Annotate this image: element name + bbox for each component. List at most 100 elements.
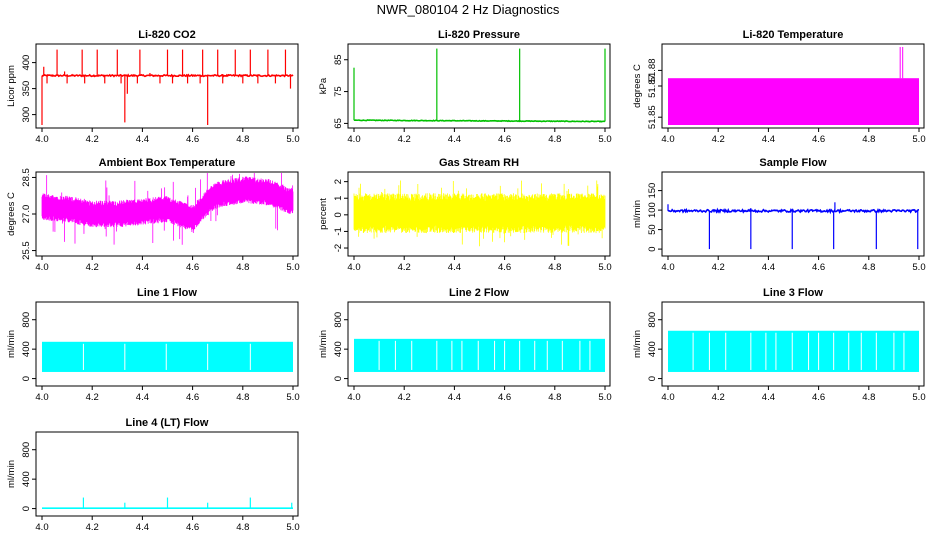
x-tick-label: 4.4 — [136, 262, 149, 273]
x-tick-label: 5.0 — [912, 392, 925, 403]
x-tick-label: 4.2 — [86, 522, 99, 533]
y-axis-label: kPa — [318, 77, 329, 94]
y-tick-label: 0 — [647, 246, 658, 251]
panel-title: Line 1 Flow — [137, 287, 197, 299]
panel-title: Line 3 Flow — [763, 287, 823, 299]
panel-title: Li-820 CO2 — [138, 29, 195, 41]
panel-title: Line 2 Flow — [449, 287, 509, 299]
data-trace — [41, 173, 294, 245]
x-tick-label: 5.0 — [598, 134, 611, 145]
x-tick-label: 4.8 — [862, 262, 875, 273]
y-tick-label: -2 — [333, 244, 344, 252]
data-trace — [353, 119, 606, 123]
y-tick-label: 51.87 — [647, 74, 658, 98]
y-tick-label: 0 — [21, 506, 32, 511]
panel-7: Line 1 Flow ml/min 4.0 4.2 4.4 4.6 4.8 5.0 0 400 8… — [6, 287, 300, 403]
y-tick-label: 800 — [647, 312, 658, 328]
y-axis-label: ml/min — [6, 460, 17, 488]
x-tick-label: 4.8 — [236, 392, 249, 403]
data-fill — [354, 338, 605, 372]
x-tick-label: 4.4 — [136, 392, 149, 403]
x-tick-label: 4.6 — [498, 134, 511, 145]
x-tick-label: 5.0 — [912, 262, 925, 273]
plot-frame — [35, 43, 299, 129]
x-tick-label: 4.4 — [762, 262, 775, 273]
plot-frame — [347, 171, 611, 257]
panel-title: Li-820 Pressure — [438, 29, 520, 41]
x-tick-label: 4.4 — [136, 522, 149, 533]
x-tick-label: 4.8 — [548, 262, 561, 273]
x-tick-label: 4.0 — [35, 262, 48, 273]
y-tick-label: 0 — [333, 212, 344, 217]
x-tick-label: 4.4 — [448, 134, 461, 145]
x-tick-label: 4.0 — [661, 262, 674, 273]
data-trace — [667, 207, 920, 215]
y-tick-label: 400 — [647, 341, 658, 357]
plot-frame — [35, 431, 299, 517]
x-tick-label: 4.2 — [398, 392, 411, 403]
y-tick-label: 1 — [333, 196, 344, 201]
x-tick-label: 4.2 — [398, 134, 411, 145]
y-tick-label: 400 — [21, 55, 32, 71]
panel-title: Ambient Box Temperature — [99, 157, 236, 169]
plot-frame — [347, 43, 611, 129]
y-axis-label: degrees C — [6, 192, 17, 236]
y-tick-label: 25.5 — [21, 241, 32, 260]
panel-title: Line 4 (LT) Flow — [126, 417, 209, 429]
y-tick-label: 65 — [333, 118, 344, 129]
y-tick-label: 2 — [333, 179, 344, 184]
series-data — [668, 330, 919, 372]
x-tick-label: 5.0 — [912, 134, 925, 145]
x-tick-label: 4.8 — [236, 134, 249, 145]
series-data — [42, 341, 293, 372]
y-tick-label: 800 — [21, 312, 32, 328]
x-tick-label: 4.8 — [236, 262, 249, 273]
plot-frame — [661, 171, 925, 257]
x-tick-label: 4.4 — [762, 134, 775, 145]
x-tick-label: 5.0 — [598, 262, 611, 273]
y-axis-label: Licor ppm — [6, 65, 17, 107]
series-data — [354, 338, 605, 372]
plot-frame — [347, 301, 611, 387]
y-axis-label: ml/min — [318, 330, 329, 358]
x-tick-label: 4.0 — [347, 134, 360, 145]
y-tick-label: 0 — [333, 376, 344, 381]
x-tick-label: 4.0 — [35, 522, 48, 533]
series-data — [667, 202, 920, 250]
x-tick-label: 4.2 — [86, 392, 99, 403]
panel-2: Li-820 Pressure kPa 4.0 4.2 4.4 4.6 4.8 5.0 65 75… — [318, 29, 612, 145]
x-tick-label: 4.0 — [347, 262, 360, 273]
y-axis-label: ml/min — [632, 200, 643, 228]
x-tick-label: 5.0 — [286, 134, 299, 145]
y-tick-label: 350 — [21, 81, 32, 97]
plot-frame — [661, 301, 925, 387]
y-tick-label: 0 — [21, 376, 32, 381]
y-tick-label: 75 — [333, 86, 344, 97]
data-fill — [668, 78, 919, 125]
panel-5: Gas Stream RH percent 4.0 4.2 4.4 4.6 4.8 5.0 -2… — [318, 157, 612, 273]
x-tick-label: 4.6 — [498, 262, 511, 273]
y-tick-label: 400 — [21, 471, 32, 487]
x-tick-label: 4.6 — [186, 134, 199, 145]
x-tick-label: 4.6 — [498, 392, 511, 403]
x-tick-label: 4.6 — [186, 522, 199, 533]
x-tick-label: 4.6 — [812, 262, 825, 273]
y-tick-label: 28.5 — [21, 168, 32, 187]
y-tick-label: 85 — [333, 54, 344, 65]
x-tick-label: 4.2 — [86, 134, 99, 145]
y-axis-label: degrees C — [632, 64, 643, 108]
y-tick-label: 800 — [21, 442, 32, 458]
x-tick-label: 4.4 — [136, 134, 149, 145]
series-data — [42, 497, 293, 510]
series-data — [353, 48, 606, 123]
panel-4: Ambient Box Temperature degrees C 4.0 4.2 4.… — [6, 157, 300, 273]
y-tick-label: 51.88 — [647, 59, 658, 83]
y-tick-label: 51.85 — [647, 105, 658, 129]
y-axis-label: ml/min — [632, 330, 643, 358]
x-tick-label: 4.0 — [347, 392, 360, 403]
panel-title: Li-820 Temperature — [743, 29, 844, 41]
x-tick-label: 4.4 — [448, 392, 461, 403]
x-tick-label: 4.0 — [35, 134, 48, 145]
